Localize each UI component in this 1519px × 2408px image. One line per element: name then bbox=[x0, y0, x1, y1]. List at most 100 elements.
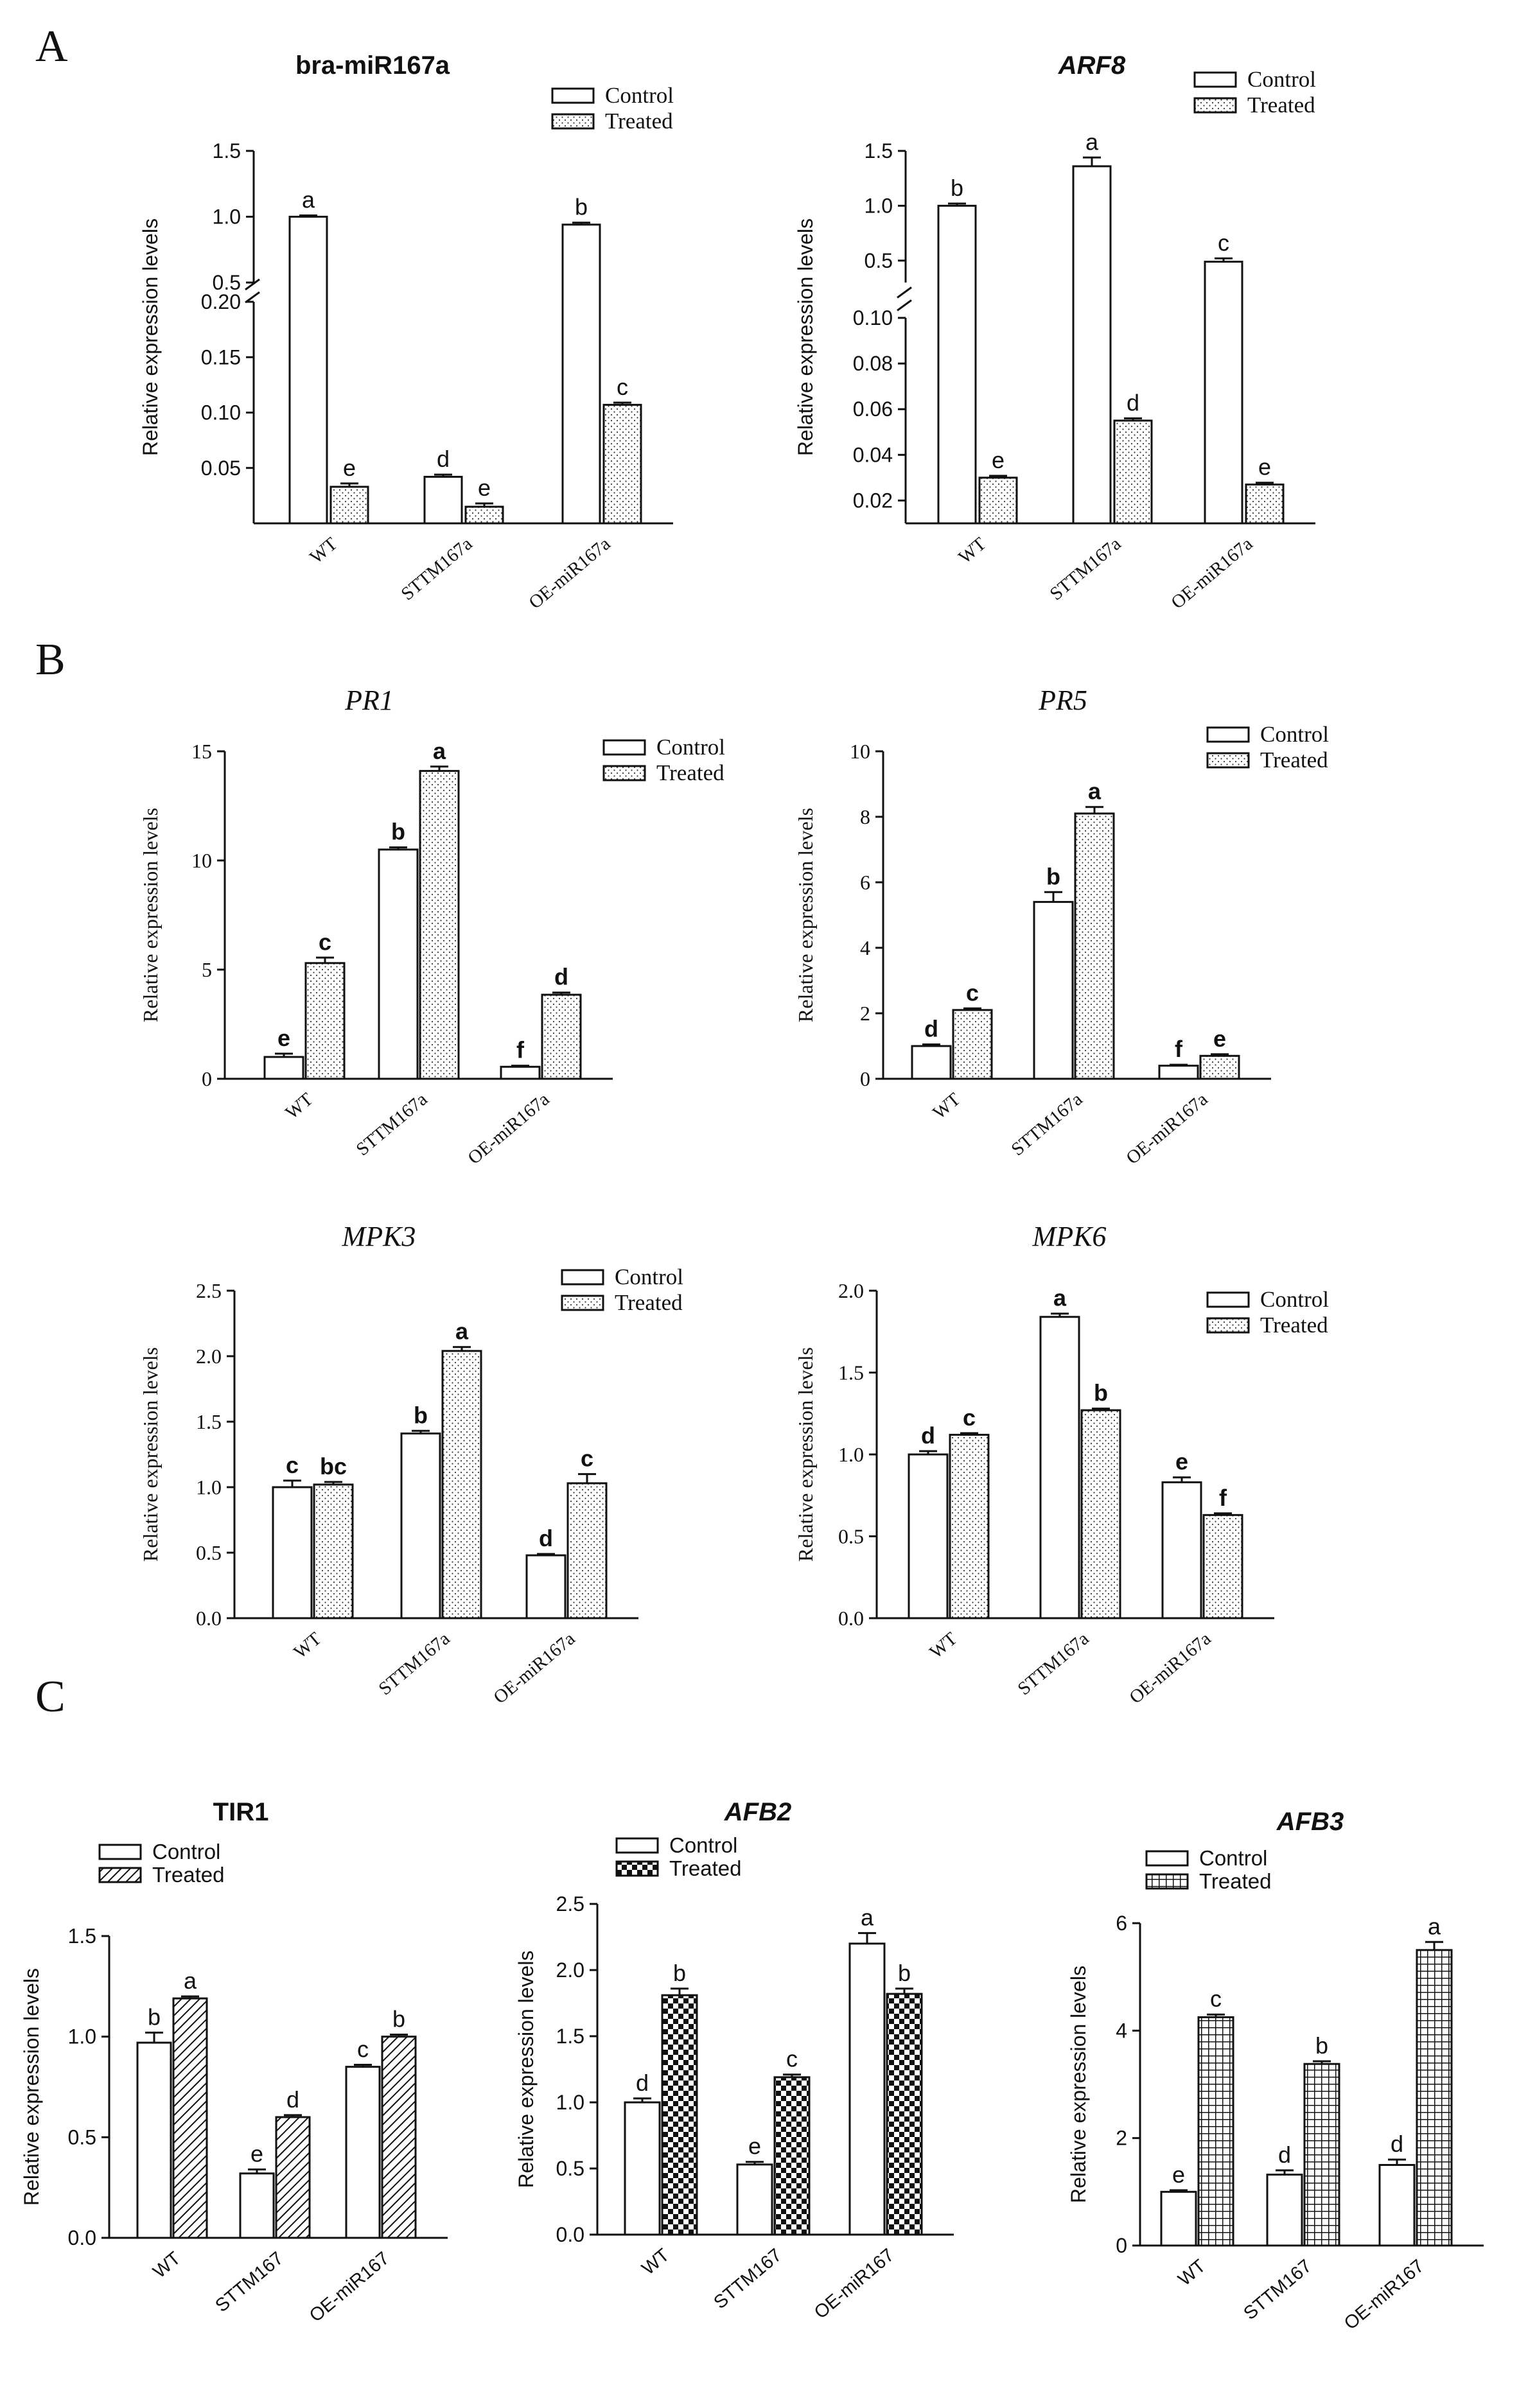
significance-letter: b bbox=[1094, 1380, 1108, 1406]
significance-letter: f bbox=[516, 1037, 525, 1063]
y-tick-label: 2 bbox=[860, 1002, 870, 1025]
y-tick-label: 0.5 bbox=[865, 249, 893, 272]
bar-control-0 bbox=[937, 204, 977, 525]
y-tick-label: 0.5 bbox=[838, 1525, 864, 1548]
chart-title: MPK6 bbox=[1032, 1221, 1107, 1252]
significance-letter: d bbox=[437, 446, 450, 472]
panel-label-a: A bbox=[35, 22, 68, 71]
legend-label: Treated bbox=[605, 109, 673, 134]
y-tick-label: 4 bbox=[1116, 2019, 1127, 2042]
significance-letter: c bbox=[963, 1404, 976, 1431]
x-tick-label: OE-miR167a bbox=[1122, 1089, 1211, 1169]
significance-letter: e bbox=[1258, 454, 1271, 480]
legend-swatch bbox=[1206, 726, 1250, 743]
bar-treated-1 bbox=[773, 2076, 811, 2236]
x-tick-label: OE-miR167 bbox=[1340, 2256, 1428, 2334]
significance-letter: a bbox=[1053, 1285, 1067, 1311]
significance-letter: e bbox=[478, 475, 491, 501]
x-tick-label: OE-miR167 bbox=[306, 2248, 394, 2326]
significance-letter: d bbox=[286, 2086, 299, 2113]
significance-letter: b bbox=[392, 2006, 405, 2032]
y-tick-label: 0.0 bbox=[68, 2226, 96, 2249]
significance-letter: d bbox=[921, 1422, 935, 1449]
y-tick-label: 10 bbox=[191, 849, 212, 872]
significance-letter: c bbox=[786, 2046, 798, 2072]
bar-control-1 bbox=[1072, 165, 1112, 525]
y-tick-label: 2 bbox=[1116, 2127, 1127, 2150]
bar-control-0 bbox=[272, 1486, 313, 1619]
x-tick-label: WT bbox=[306, 534, 341, 568]
bar-treated-0 bbox=[304, 962, 346, 1080]
y-tick-label: 1.0 bbox=[865, 194, 893, 217]
significance-letter: c bbox=[286, 1452, 299, 1478]
legend-label: Control bbox=[1199, 1846, 1267, 1870]
significance-letter: d bbox=[636, 2070, 649, 2096]
bar-treated-2 bbox=[1199, 1054, 1240, 1080]
y-tick-label: 0.0 bbox=[838, 1607, 864, 1630]
y-tick-label: 1.0 bbox=[68, 2025, 96, 2048]
y-axis-label: Relative expression levels bbox=[794, 218, 817, 456]
bar-control-0 bbox=[911, 1045, 952, 1080]
legend-label: Treated bbox=[615, 1290, 683, 1315]
chart-mpk6: MPK6 Relative expression levels 0.0 0.5 1.0 1… bbox=[794, 1221, 1329, 1708]
bar-treated-1 bbox=[1080, 1409, 1121, 1619]
y-tick-label: 0.08 bbox=[853, 352, 893, 375]
bar-control-2 bbox=[561, 223, 601, 525]
x-tick-label: OE-miR167a bbox=[1125, 1628, 1215, 1708]
chart-pr5: PR5 Relative expression levels 0 2 4 6 8 10 d b f c… bbox=[794, 685, 1329, 1169]
y-tick-label: 0.10 bbox=[201, 401, 241, 424]
legend-swatch bbox=[602, 739, 646, 756]
legend-label: Control bbox=[1260, 1287, 1329, 1312]
x-tick-label: STTM167 bbox=[710, 2245, 786, 2313]
y-tick-label: 10 bbox=[850, 740, 870, 763]
x-tick-label: WT bbox=[954, 534, 990, 568]
axis-break-mark bbox=[897, 286, 912, 299]
y-tick-label: 1.5 bbox=[196, 1410, 222, 1433]
significance-letter: a bbox=[861, 1904, 874, 1930]
y-tick-label: 0.20 bbox=[201, 290, 241, 313]
significance-letter: a bbox=[184, 1967, 197, 1994]
bar-treated-2 bbox=[566, 1482, 608, 1619]
y-tick-label: 0.05 bbox=[201, 457, 241, 480]
x-tick-label: OE-miR167a bbox=[464, 1089, 553, 1169]
y-tick-label: 0.5 bbox=[213, 271, 241, 294]
y-tick-label: 0 bbox=[202, 1067, 212, 1090]
bar-treated-2 bbox=[886, 1993, 923, 2236]
bar-treated-1 bbox=[419, 770, 460, 1080]
legend-swatch bbox=[1193, 71, 1237, 88]
y-tick-label: 1.0 bbox=[838, 1443, 864, 1466]
bar-control-2 bbox=[848, 1942, 886, 2236]
x-tick-label: WT bbox=[1174, 2256, 1209, 2290]
bar-control-2 bbox=[1158, 1065, 1199, 1080]
y-axis-label: Relative expression levels bbox=[139, 808, 162, 1022]
x-tick-label: STTM167 bbox=[1240, 2256, 1315, 2324]
bar-control-1 bbox=[239, 2172, 275, 2239]
x-tick-label: OE-miR167a bbox=[1167, 534, 1256, 613]
chart-title: PR1 bbox=[344, 685, 394, 716]
bar-treated-1 bbox=[1303, 2063, 1340, 2247]
bar-treated-1 bbox=[464, 505, 504, 525]
significance-letter: b bbox=[414, 1402, 428, 1428]
bar-treated-0 bbox=[172, 1997, 208, 2239]
x-tick-label: WT bbox=[926, 1628, 961, 1663]
significance-letter: d bbox=[1127, 389, 1139, 415]
significance-letter: d bbox=[539, 1525, 553, 1551]
bar-treated-0 bbox=[978, 476, 1018, 525]
chart-title: AFB3 bbox=[1276, 1808, 1344, 1836]
bar-treated-0 bbox=[949, 1433, 990, 1619]
legend-label: Control bbox=[656, 735, 725, 760]
y-tick-label: 0.10 bbox=[853, 306, 893, 329]
y-tick-label: 0.06 bbox=[853, 397, 893, 421]
axis-break-mark bbox=[245, 278, 260, 291]
y-tick-label: 0.04 bbox=[853, 443, 893, 466]
legend-label: Treated bbox=[1247, 92, 1315, 118]
legend-swatch bbox=[551, 87, 595, 104]
y-tick-label: 6 bbox=[860, 871, 870, 894]
y-tick-label: 5 bbox=[202, 958, 212, 981]
bar-treated-0 bbox=[329, 485, 369, 525]
bar-treated-2 bbox=[381, 2036, 417, 2239]
bar-control-2 bbox=[345, 2066, 381, 2239]
chart-mpk3: MPK3 Relative expression levels 0.0 0.5 1.0 1… bbox=[139, 1221, 683, 1708]
significance-letter: c bbox=[966, 979, 979, 1006]
x-tick-label: STTM167a bbox=[397, 534, 476, 605]
